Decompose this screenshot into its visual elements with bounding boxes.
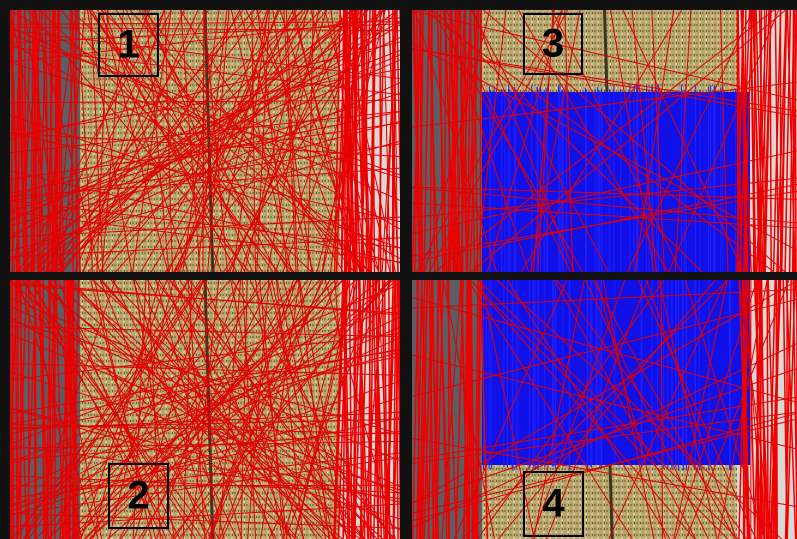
panel [1,280,404,539]
panel-label: 1 [117,23,139,67]
panel-label: 2 [127,474,149,518]
figure: 1 3 2 4 [0,0,797,539]
panel [412,10,797,278]
divider-v [402,0,410,539]
red-line [795,10,796,272]
panel-label: 4 [542,482,565,526]
panel [412,272,797,539]
panel-label: 3 [542,22,564,66]
panel [6,10,409,272]
divider-h [0,272,797,280]
